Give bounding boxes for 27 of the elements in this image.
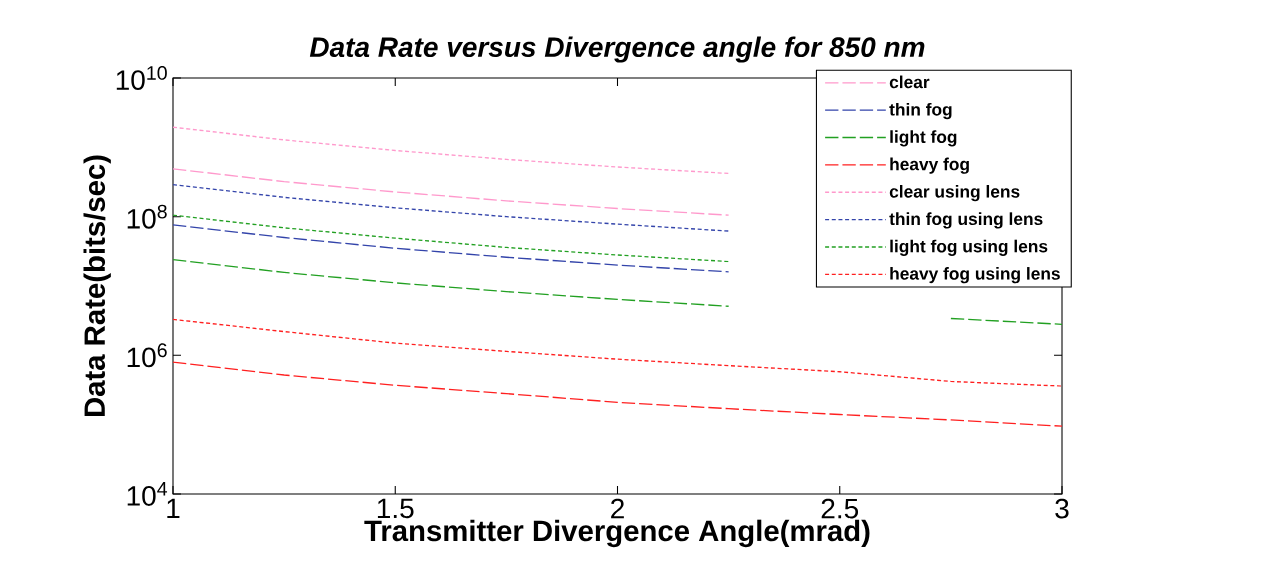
y-tick-label: 10$^{6}$ [127,343,167,368]
x-tick-label: 1.5 [377,498,414,519]
legend-label: thin fog [889,102,952,120]
line-series [173,126,730,175]
legend-label: clear using lens [889,184,1020,202]
line-series [173,168,730,216]
y-tick-label: 10$^{4}$ [127,482,168,506]
x-tick-label: 2 [611,498,624,519]
legend-label: clear [889,75,930,89]
legend-label: thin fog using lens [889,212,1043,229]
legend-label: light fog using lens [890,239,1048,256]
line-series [173,214,730,263]
line-series [173,183,730,232]
x-tick-label: 3 [1055,498,1069,519]
x-axis-title: Transmitter Divergence Angle(mrad) [364,519,870,548]
x-tick-label: 2.5 [821,498,859,519]
y-tick-label: 10$^{8}$ [127,204,167,229]
y-axis-title: Data Rate(bits/sec) [83,155,111,417]
line-series [173,361,1062,427]
y-tick-label: 10$^{10}$ [116,66,167,90]
line-series [173,318,1062,387]
x-tick-label: 1 [167,498,180,518]
legend-label: heavy fog [890,157,969,174]
legend-label: heavy fog using lens [890,267,1060,284]
line-series [173,224,730,273]
legend-label: light fog [890,130,957,147]
chart-title: Data Rate versus Divergence angle for 850 nm [309,36,925,63]
